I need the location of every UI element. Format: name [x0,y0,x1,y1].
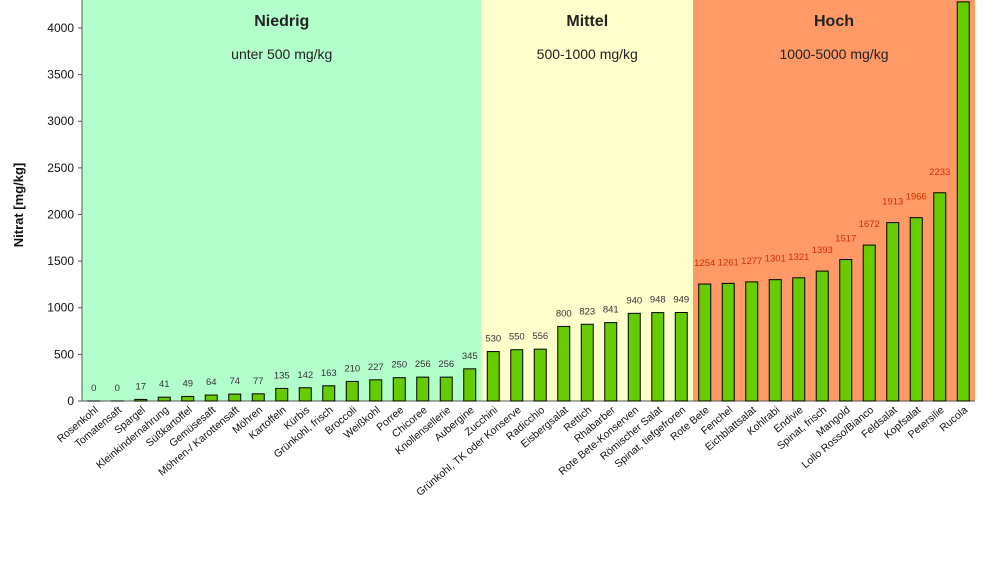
bar-6 [228,393,242,402]
bar-value-label-1: 0 [115,383,120,394]
y-tick-label: 500 [54,347,74,361]
bar-36 [933,192,947,402]
bar-3 [157,396,171,402]
bar-27 [721,282,735,402]
bar-value-label-13: 250 [391,360,407,371]
band-2-title: Hoch [814,13,854,30]
bar-value-label-14: 256 [415,359,431,370]
bar-37 [956,1,970,402]
bar-value-label-0: 0 [91,383,96,394]
band-0-background [82,0,482,401]
bar-16 [463,368,477,402]
bar-value-label-3: 41 [159,379,170,390]
bar-20 [557,325,571,402]
category-bands: Niedrig unter 500 mg/kg Mittel 500-1000 mg/… [82,0,975,401]
bar-value-label-12: 227 [368,362,384,373]
band-2-subtitle: 1000-5000 mg/kg [780,46,889,62]
bar-value-label-7: 77 [253,376,264,387]
bar-28 [745,281,759,402]
bar-value-label-36: 2233 [929,167,950,178]
bar-13 [392,377,406,402]
bars: 0 0 17 41 49 64 74 77 135 142 163 210 227 250 256 256 34… [87,1,970,402]
bar-value-label-21: 823 [579,306,595,317]
bar-value-label-18: 550 [509,332,525,343]
bar-value-label-26: 1254 [694,258,715,269]
bar-value-label-24: 948 [650,295,666,306]
bar-value-label-29: 1301 [765,254,786,265]
bar-4 [181,395,195,402]
bar-9 [298,387,312,402]
bar-8 [275,387,289,402]
bar-value-label-25: 949 [673,295,689,306]
bar-value-label-31: 1393 [812,245,833,256]
bar-25 [674,312,688,402]
band-0-subtitle: unter 500 mg/kg [231,46,332,62]
bar-5 [204,394,218,402]
bar-value-label-10: 163 [321,368,337,379]
bar-value-label-2: 17 [135,381,146,392]
y-tick-label: 1500 [47,254,74,268]
band-2-background [693,0,975,401]
bar-value-label-6: 74 [229,376,240,387]
bar-value-label-17: 530 [485,334,501,345]
bar-value-label-16: 345 [462,351,478,362]
y-axis-title: Nitrat [mg/kg] [11,163,26,248]
bar-24 [651,312,665,402]
band-0-title: Niedrig [254,13,309,30]
bar-value-label-32: 1517 [835,234,856,245]
bar-value-label-30: 1321 [788,252,809,263]
band-1-title: Mittel [566,13,608,30]
bar-29 [768,279,782,402]
y-tick-label: 1000 [47,301,74,315]
bar-value-label-27: 1261 [718,257,739,268]
bar-31 [815,270,829,402]
bar-21 [580,323,594,402]
bar-14 [416,376,430,402]
bar-value-label-5: 64 [206,377,217,388]
bar-value-label-22: 841 [603,305,619,316]
y-tick-label: 3000 [47,114,74,128]
bar-26 [698,283,712,402]
bar-11 [345,380,359,402]
bar-value-label-19: 556 [532,331,548,342]
bar-value-label-20: 800 [556,308,572,319]
bar-12 [369,379,383,402]
bar-value-label-33: 1672 [859,219,880,230]
bar-value-label-11: 210 [344,363,360,374]
bar-18 [510,349,524,402]
bar-value-label-35: 1966 [906,192,927,203]
bar-2 [134,398,148,402]
y-tick-label: 3500 [47,68,74,82]
x-axis-labels: RosenkohlTomatensaftSpargelKleinkinderna… [55,404,970,499]
y-tick-label: 2000 [47,207,74,221]
y-tick-label: 2500 [47,161,74,175]
bar-value-label-23: 940 [626,295,642,306]
band-1-subtitle: 500-1000 mg/kg [537,46,638,62]
bar-7 [251,393,265,402]
bar-value-label-9: 142 [297,370,313,381]
bar-value-label-34: 1913 [882,197,903,208]
bar-19 [533,348,547,402]
bar-17 [486,351,500,402]
bar-30 [792,277,806,402]
y-tick-label: 0 [67,394,74,408]
bar-33 [862,244,876,402]
bar-value-label-8: 135 [274,370,290,381]
bar-34 [886,222,900,402]
bar-15 [439,376,453,402]
y-tick-label: 4000 [47,21,74,35]
bar-value-label-15: 256 [438,359,454,370]
bar-value-label-4: 49 [182,378,193,389]
bar-35 [909,217,923,402]
bar-10 [322,385,336,402]
bar-32 [839,259,853,402]
bar-22 [604,322,618,402]
bar-value-label-28: 1277 [741,256,762,267]
bar-23 [627,312,641,402]
